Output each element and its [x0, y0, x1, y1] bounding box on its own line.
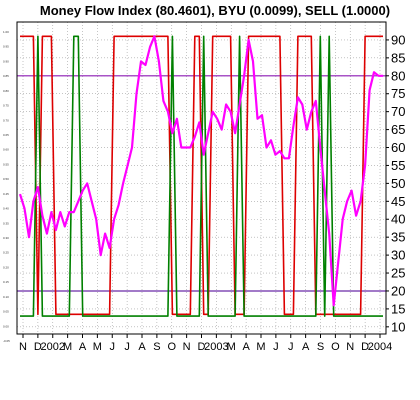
x-tick-label: A: [138, 341, 146, 353]
x-tick-label: J: [288, 341, 294, 353]
y-tick-label: 35: [391, 230, 405, 245]
y-tick-label: 30: [391, 248, 405, 263]
x-tick-label: J: [273, 341, 279, 353]
left-tick-label: 0.00: [3, 324, 9, 328]
right-axis-ticks: 90 85 80 75 70 65 60 55 50 45 40 35 30 25 20 15 10: [386, 32, 405, 334]
x-tick-label: 2002: [41, 341, 65, 353]
y-tick-label: 15: [391, 301, 405, 316]
left-tick-label: 0.65: [3, 133, 9, 137]
y-tick-label: 80: [391, 68, 405, 83]
left-axis-ticks: 1.00 0.95 0.90 0.85 0.80 0.75 0.70 0.65 0.60 0.55…: [3, 30, 10, 343]
left-tick-label: 0.85: [3, 74, 9, 78]
left-tick-label: 0.05: [3, 310, 9, 314]
left-tick-label: 0.35: [3, 221, 9, 225]
y-tick-label: 85: [391, 50, 405, 65]
x-tick-label: M: [63, 341, 72, 353]
left-tick-label: 0.55: [3, 162, 9, 166]
left-tick-label: 0.45: [3, 192, 9, 196]
x-tick-label: M: [93, 341, 102, 353]
x-tick-label: A: [79, 341, 87, 353]
y-tick-label: 55: [391, 158, 405, 173]
x-tick-label: J: [124, 341, 130, 353]
left-tick-label: 0.25: [3, 251, 9, 255]
y-tick-label: 40: [391, 212, 405, 227]
x-tick-label: N: [19, 341, 27, 353]
left-tick-label: 0.75: [3, 104, 9, 108]
x-tick-label: O: [167, 341, 176, 353]
left-tick-label: 0.60: [3, 148, 9, 152]
left-tick-label: 0.10: [3, 295, 9, 299]
left-tick-label: 0.40: [3, 207, 9, 211]
y-tick-label: 45: [391, 194, 405, 209]
y-tick-label: 20: [391, 283, 405, 298]
y-tick-label: 10: [391, 319, 405, 334]
x-tick-label: A: [242, 341, 250, 353]
x-tick-label: N: [346, 341, 354, 353]
x-tick-label: 2003: [204, 341, 228, 353]
y-tick-label: 75: [391, 86, 405, 101]
y-tick-label: 65: [391, 122, 405, 137]
x-tick-label: S: [317, 341, 324, 353]
x-tick-label: D: [361, 341, 369, 353]
left-tick-label: 1.00: [3, 30, 9, 34]
chart-title: Money Flow Index (80.4601), BYU (0.0099)…: [40, 3, 390, 18]
y-tick-label: 25: [391, 266, 405, 281]
x-tick-label: D: [198, 341, 206, 353]
left-tick-label: 0.20: [3, 265, 9, 269]
x-tick-label: N: [183, 341, 191, 353]
x-tick-label: M: [256, 341, 265, 353]
left-tick-label: 0.15: [3, 280, 9, 284]
left-tick-label: 0.30: [3, 236, 9, 240]
left-tick-label: 0.95: [3, 45, 9, 49]
x-tick-label: S: [153, 341, 160, 353]
x-tick-label: A: [302, 341, 310, 353]
x-tick-label: 2004: [368, 341, 392, 353]
series-lines: [18, 35, 383, 317]
y-tick-label: 70: [391, 104, 405, 119]
y-tick-label: 60: [391, 140, 405, 155]
left-tick-label: 0.80: [3, 89, 9, 93]
left-tick-label: 0.90: [3, 59, 9, 63]
y-tick-label: 90: [391, 32, 405, 47]
left-tick-label: 0.70: [3, 118, 9, 122]
x-tick-label: D: [34, 341, 42, 353]
left-tick-label: -0.05: [3, 339, 10, 343]
x-tick-label: J: [110, 341, 116, 353]
left-tick-label: 0.50: [3, 177, 9, 181]
x-tick-label: O: [331, 341, 340, 353]
mfi-series-line: [18, 35, 383, 307]
x-tick-label: M: [227, 341, 236, 353]
y-tick-label: 50: [391, 176, 405, 191]
